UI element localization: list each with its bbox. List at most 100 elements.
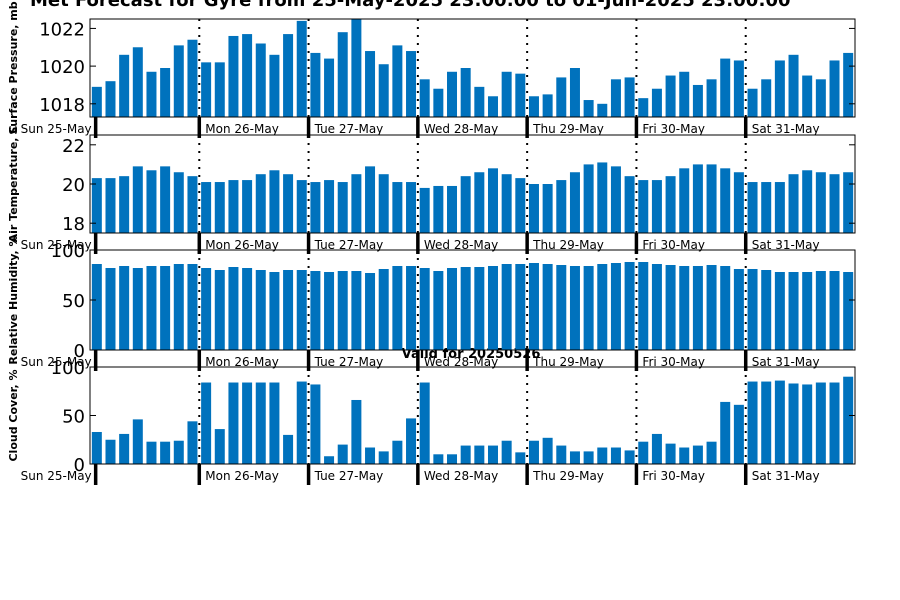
cloud-cover-day-label: Fri 30-May [642, 469, 705, 483]
cloud-cover-bar [610, 447, 621, 464]
relative-humidity-bar [692, 266, 703, 350]
cloud-cover-bar [597, 447, 608, 464]
surface-pressure-bar [761, 79, 772, 117]
relative-humidity-bar [815, 271, 826, 350]
cloud-cover-bar [433, 454, 444, 464]
relative-humidity-bar [310, 271, 321, 350]
surface-pressure-bar [692, 84, 703, 117]
air-temperature-bar [610, 166, 621, 233]
relative-humidity-bar [91, 264, 102, 350]
relative-humidity-bar [474, 267, 485, 350]
surface-pressure-bar [201, 62, 212, 117]
surface-pressure-bar [474, 86, 485, 117]
surface-pressure-day-label: Sat 31-May [752, 122, 820, 136]
cloud-cover-bar [406, 418, 417, 464]
air-temperature-bar [91, 178, 102, 233]
cloud-cover-bar [692, 445, 703, 464]
cloud-cover-bar [720, 401, 731, 464]
air-temperature-bar [665, 176, 676, 233]
surface-pressure-bar [351, 19, 362, 117]
cloud-cover-bar [542, 437, 553, 464]
air-temperature-bar [747, 182, 758, 233]
cloud-cover-day-label: Tue 27-May [314, 469, 384, 483]
cloud-cover-bar [214, 429, 225, 464]
cloud-cover-day-label: Mon 26-May [205, 469, 279, 483]
figure-title: Met Forecast for Gyre from 25-May-2025 2… [30, 0, 791, 11]
surface-pressure-bar [747, 88, 758, 117]
air-temperature-bar [515, 178, 526, 233]
relative-humidity-day-label: Thu 29-May [532, 355, 604, 369]
cloud-cover-bar [843, 376, 854, 464]
cloud-cover-bar [242, 382, 253, 464]
surface-pressure-bar [255, 43, 266, 117]
air-temperature-bar [569, 172, 580, 233]
air-temperature-bar [460, 176, 471, 233]
cloud-cover-bar [774, 380, 785, 464]
cloud-cover-bar [146, 441, 157, 464]
cloud-cover-ylabel: Cloud Cover, % [7, 369, 20, 461]
relative-humidity-bar [774, 272, 785, 350]
surface-pressure-day-label: Wed 28-May [424, 122, 498, 136]
surface-pressure-bar [788, 54, 799, 117]
relative-humidity-bar [610, 263, 621, 350]
air-temperature-bar [474, 172, 485, 233]
relative-humidity-ytick-label: 100 [51, 241, 85, 262]
relative-humidity-ytick-label: 0 [74, 341, 85, 362]
air-temperature-bar [720, 168, 731, 233]
air-temperature-bar [597, 162, 608, 233]
air-temperature-bar [283, 174, 294, 233]
relative-humidity-bar [624, 262, 635, 350]
relative-humidity-bar [706, 265, 717, 350]
surface-pressure-bar [119, 54, 130, 117]
air-temperature-bar [214, 182, 225, 233]
cloud-cover-bar [679, 447, 690, 464]
cloud-cover-bar [365, 447, 376, 464]
surface-pressure-bar [720, 58, 731, 117]
relative-humidity-bar [802, 272, 813, 350]
air-temperature-ylabel: Air Temperature, C [7, 126, 20, 243]
surface-pressure-bar [105, 81, 116, 117]
cloud-cover-ytick-label: 0 [74, 455, 85, 476]
cloud-cover-bar [105, 439, 116, 464]
relative-humidity-bar [242, 268, 253, 350]
air-temperature-bar [651, 180, 662, 233]
cloud-cover-bar [802, 384, 813, 464]
surface-pressure-bar [392, 45, 403, 117]
surface-pressure-bar [638, 98, 649, 117]
surface-pressure-ytick-label: 1018 [39, 95, 85, 116]
air-temperature-bar [788, 174, 799, 233]
relative-humidity-bar [583, 266, 594, 350]
relative-humidity-bar [542, 264, 553, 350]
cloud-cover-bar [665, 443, 676, 464]
cloud-cover-ytick-label: 50 [62, 407, 85, 428]
relative-humidity-panel: 0 50 100 Relative Humidity, % Sun 25-May Mon … [7, 235, 856, 371]
surface-pressure-bar [815, 79, 826, 117]
air-temperature-bar [351, 174, 362, 233]
air-temperature-bar [706, 164, 717, 233]
cloud-cover-bar [173, 440, 184, 464]
relative-humidity-day-label: Mon 26-May [205, 355, 279, 369]
cloud-cover-bar [569, 451, 580, 464]
air-temperature-bar [843, 172, 854, 233]
air-temperature-day-label: Mon 26-May [205, 238, 279, 252]
surface-pressure-bar [651, 88, 662, 117]
cloud-cover-day-label: Wed 28-May [424, 469, 498, 483]
relative-humidity-bar [228, 267, 239, 350]
relative-humidity-bar [679, 266, 690, 350]
cloud-cover-bar [447, 454, 458, 464]
surface-pressure-bar [624, 77, 635, 117]
surface-pressure-day-label: Fri 30-May [642, 122, 705, 136]
relative-humidity-bar [487, 266, 498, 350]
relative-humidity-bar [528, 263, 539, 350]
relative-humidity-bar [406, 266, 417, 350]
cloud-cover-bar [474, 445, 485, 464]
relative-humidity-bar [283, 270, 294, 350]
relative-humidity-day-label: Sun 25-May [21, 355, 92, 369]
relative-humidity-day-label: Fri 30-May [642, 355, 705, 369]
cloud-cover-bar [556, 445, 567, 464]
air-temperature-bar [173, 172, 184, 233]
air-temperature-day-label: Sun 25-May [21, 238, 92, 252]
cloud-cover-bar [119, 433, 130, 464]
relative-humidity-bar [296, 270, 307, 350]
